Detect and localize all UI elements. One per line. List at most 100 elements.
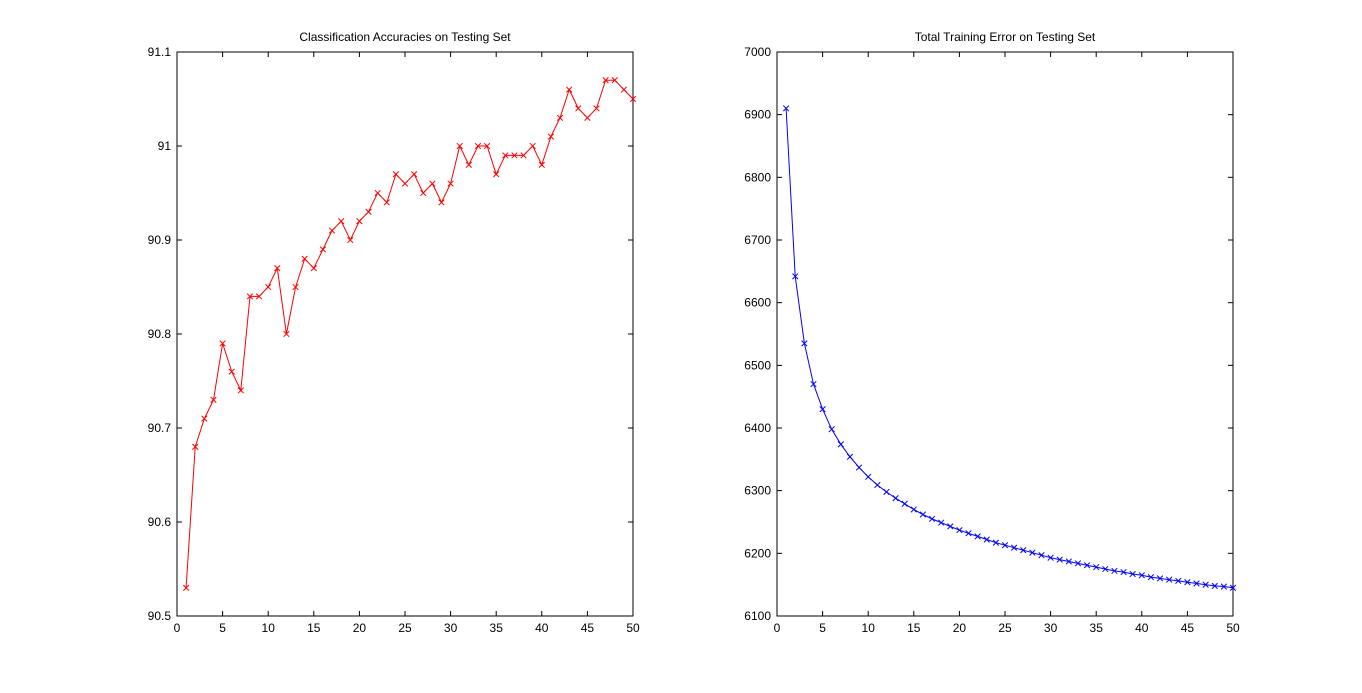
- data-point-marker: [246, 293, 254, 300]
- x-tick-label: 30: [1044, 621, 1058, 635]
- data-point-marker: [883, 488, 890, 496]
- data-point-marker: [593, 105, 600, 112]
- x-tick-label: 35: [1090, 621, 1104, 635]
- data-point-marker: [292, 283, 299, 291]
- data-point-marker: [310, 265, 317, 272]
- data-point-marker: [947, 523, 954, 530]
- data-point-marker: [1093, 563, 1100, 571]
- data-point-marker: [819, 406, 826, 413]
- data-point-marker: [420, 189, 427, 197]
- data-point-marker: [1175, 577, 1182, 585]
- data-point-marker: [356, 218, 363, 225]
- y-tick-label: 6800: [744, 170, 771, 184]
- data-point-marker: [201, 415, 208, 422]
- data-point-marker: [938, 519, 945, 526]
- x-tick-label: 45: [1181, 621, 1195, 635]
- y-tick-label: 90.9: [148, 233, 172, 247]
- data-point-marker: [865, 473, 872, 481]
- x-tick-label: 25: [998, 621, 1012, 635]
- y-tick-label: 91: [158, 139, 172, 153]
- data-point-marker: [810, 380, 817, 388]
- training-error-plot: Total Training Error on Testing Set 0 5 10 1…: [744, 30, 1240, 635]
- data-point-marker: [855, 464, 863, 471]
- y-tick-label: 91.1: [148, 45, 172, 59]
- data-point-marker: [556, 114, 564, 121]
- chart-title: Classification Accuracies on Testing Set: [299, 30, 511, 44]
- data-point-marker: [237, 387, 244, 394]
- data-point-marker: [429, 180, 436, 187]
- data-point-marker: [474, 142, 482, 150]
- y-tick-label: 90.5: [148, 609, 172, 623]
- y-tick-label: 6200: [744, 546, 771, 560]
- data-point-marker: [520, 152, 527, 159]
- y-tick-label: 6600: [744, 296, 771, 310]
- data-point-marker: [1120, 568, 1127, 576]
- x-tick-label: 5: [219, 621, 226, 635]
- x-tick-label: 40: [1135, 621, 1149, 635]
- data-point-marker: [1211, 582, 1218, 590]
- x-tick-label: 45: [581, 621, 595, 635]
- data-point-marker: [511, 152, 518, 159]
- x-tick-label: 50: [626, 621, 640, 635]
- data-point-marker: [919, 511, 927, 518]
- x-tick-label: 20: [353, 621, 367, 635]
- data-point-marker: [1156, 575, 1164, 582]
- data-point-marker: [210, 396, 217, 403]
- data-point-marker: [410, 171, 418, 178]
- axes-frame: [176, 51, 634, 617]
- y-tick-label: 90.8: [148, 327, 172, 341]
- data-point-marker: [1184, 579, 1191, 586]
- y-tick-label: 6400: [744, 421, 771, 435]
- data-point-marker: [1147, 573, 1155, 581]
- data-point-marker: [983, 536, 990, 543]
- data-point-marker: [1102, 565, 1109, 573]
- data-point-marker: [782, 105, 790, 112]
- data-point-marker: [1193, 580, 1200, 587]
- data-point-marker: [629, 95, 637, 103]
- data-point-marker: [1038, 552, 1045, 559]
- data-point-marker: [274, 265, 281, 272]
- data-point-marker: [219, 340, 226, 347]
- axes-frame: [776, 51, 1234, 617]
- data-point-marker: [974, 533, 981, 540]
- y-tick-label: 6700: [744, 233, 771, 247]
- data-point-marker: [1129, 570, 1136, 578]
- data-point-marker: [228, 368, 235, 375]
- data-point-marker: [392, 171, 400, 178]
- data-point-marker: [575, 105, 582, 112]
- data-point-marker: [602, 77, 609, 84]
- data-point-marker: [493, 171, 500, 178]
- data-point-marker: [584, 114, 591, 121]
- data-point-marker: [874, 481, 881, 489]
- y-tick-label: 90.7: [148, 421, 172, 435]
- data-point-marker: [328, 227, 336, 234]
- data-point-marker: [1138, 572, 1145, 579]
- data-point-marker: [283, 330, 290, 338]
- data-point-marker: [301, 255, 308, 262]
- x-tick-label: 40: [535, 621, 549, 635]
- data-point-marker: [182, 584, 190, 591]
- data-point-marker: [374, 189, 381, 197]
- y-tick-label: 6300: [744, 484, 771, 498]
- data-point-marker: [319, 246, 327, 253]
- chart-title: Total Training Error on Testing Set: [915, 30, 1096, 44]
- x-tick-label: 5: [819, 621, 826, 635]
- data-point-marker: [383, 199, 390, 206]
- data-point-marker: [566, 86, 573, 93]
- x-tick-label: 35: [490, 621, 504, 635]
- x-tick-label: 25: [398, 621, 412, 635]
- data-point-marker: [538, 161, 545, 168]
- data-point-marker: [1220, 583, 1228, 590]
- data-point-marker: [837, 441, 844, 448]
- data-point-marker: [846, 453, 854, 460]
- data-point-marker: [1083, 562, 1091, 569]
- data-point-marker: [438, 199, 445, 206]
- data-point-marker: [1020, 547, 1027, 554]
- data-point-marker: [502, 152, 509, 159]
- y-tick-label: 6100: [744, 609, 771, 623]
- data-point-marker: [910, 506, 917, 513]
- data-point-marker: [1202, 581, 1209, 588]
- data-point-marker: [801, 340, 808, 347]
- x-tick-label: 0: [174, 621, 181, 635]
- data-point-marker: [401, 180, 409, 187]
